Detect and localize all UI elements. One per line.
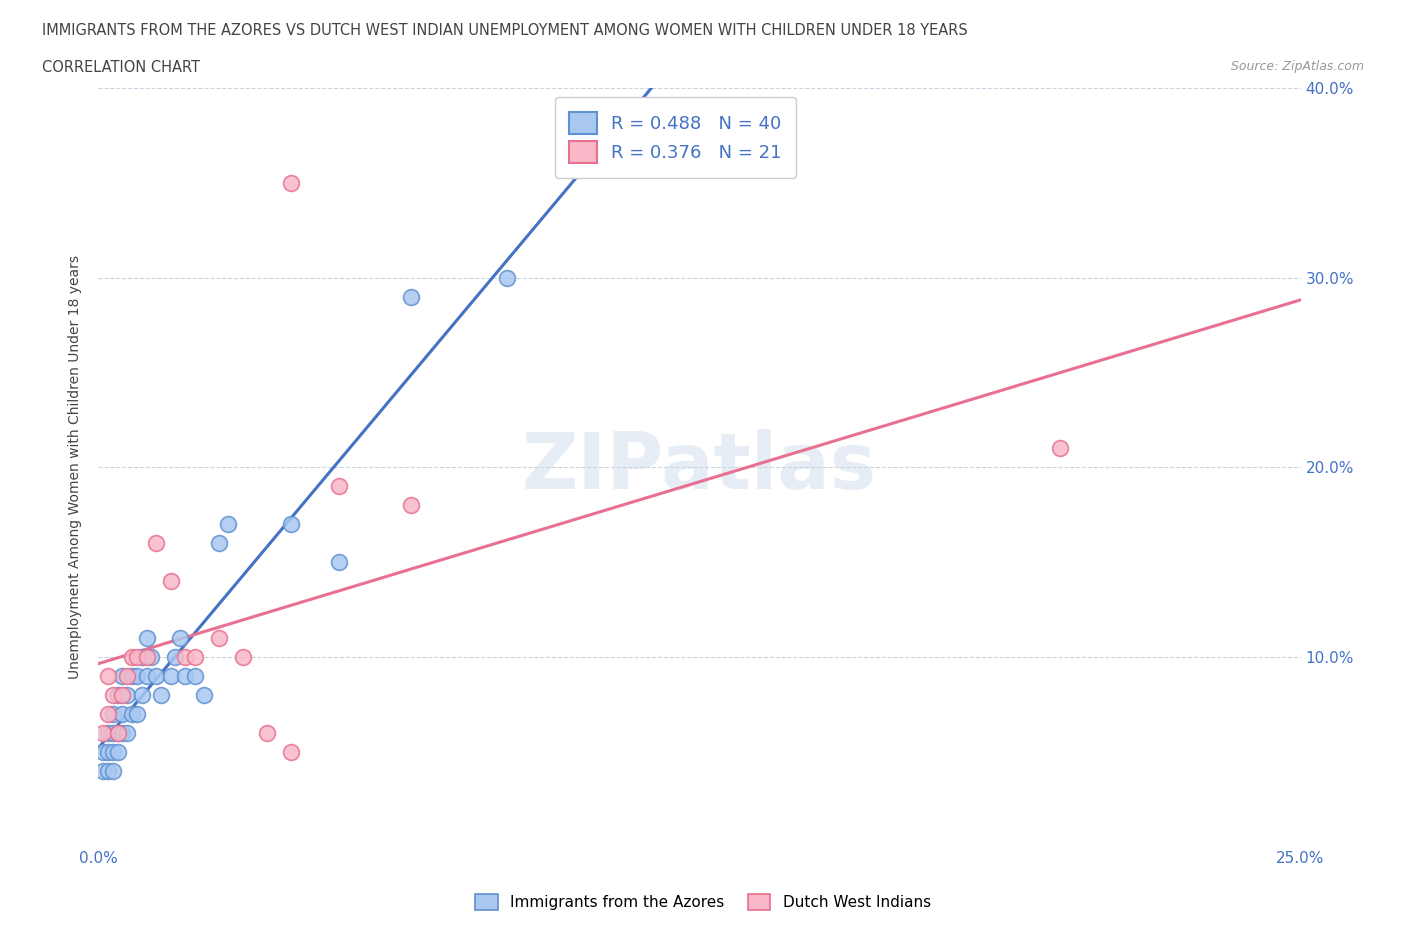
Legend: Immigrants from the Azores, Dutch West Indians: Immigrants from the Azores, Dutch West I… — [468, 886, 938, 918]
Point — [145, 536, 167, 551]
Point — [101, 725, 124, 740]
Point — [111, 669, 134, 684]
Text: IMMIGRANTS FROM THE AZORES VS DUTCH WEST INDIAN UNEMPLOYMENT AMONG WOMEN WITH CH: IMMIGRANTS FROM THE AZORES VS DUTCH WEST… — [42, 23, 967, 38]
Point — [111, 706, 134, 721]
Point — [159, 669, 181, 684]
Point — [159, 574, 181, 589]
Point — [174, 649, 197, 664]
Legend: R = 0.488   N = 40, R = 0.376   N = 21: R = 0.488 N = 40, R = 0.376 N = 21 — [555, 98, 796, 178]
Point — [121, 706, 143, 721]
Point — [97, 744, 120, 759]
Point — [107, 725, 129, 740]
Point — [97, 669, 120, 684]
Point — [174, 669, 197, 684]
Point — [117, 669, 139, 684]
Point — [280, 744, 302, 759]
Point — [101, 706, 124, 721]
Point — [117, 725, 139, 740]
Point — [141, 649, 163, 664]
Point — [256, 725, 278, 740]
Point — [280, 176, 302, 191]
Point — [208, 631, 231, 645]
Point — [101, 763, 124, 777]
Point — [107, 744, 129, 759]
Point — [101, 744, 124, 759]
Point — [328, 554, 350, 569]
Point — [135, 669, 157, 684]
Text: CORRELATION CHART: CORRELATION CHART — [42, 60, 200, 75]
Point — [111, 725, 134, 740]
Y-axis label: Unemployment Among Women with Children Under 18 years: Unemployment Among Women with Children U… — [69, 256, 83, 679]
Point — [91, 763, 114, 777]
Point — [496, 271, 519, 286]
Text: ZIPatlas: ZIPatlas — [522, 430, 877, 505]
Point — [131, 649, 153, 664]
Point — [125, 706, 148, 721]
Point — [145, 669, 167, 684]
Point — [149, 687, 172, 702]
Point — [1049, 441, 1071, 456]
Point — [97, 725, 120, 740]
Point — [280, 517, 302, 532]
Point — [399, 289, 422, 304]
Point — [232, 649, 254, 664]
Point — [107, 687, 129, 702]
Point — [111, 687, 134, 702]
Point — [101, 687, 124, 702]
Point — [183, 649, 205, 664]
Point — [125, 669, 148, 684]
Text: Source: ZipAtlas.com: Source: ZipAtlas.com — [1230, 60, 1364, 73]
Point — [97, 763, 120, 777]
Point — [135, 631, 157, 645]
Point — [121, 669, 143, 684]
Point — [131, 687, 153, 702]
Point — [125, 649, 148, 664]
Point — [399, 498, 422, 512]
Point — [117, 687, 139, 702]
Point — [165, 649, 187, 664]
Point — [107, 725, 129, 740]
Point — [217, 517, 239, 532]
Point — [91, 725, 114, 740]
Point — [91, 744, 114, 759]
Point — [169, 631, 191, 645]
Point — [121, 649, 143, 664]
Point — [208, 536, 231, 551]
Point — [97, 706, 120, 721]
Point — [193, 687, 215, 702]
Point — [328, 479, 350, 494]
Point — [183, 669, 205, 684]
Point — [135, 649, 157, 664]
